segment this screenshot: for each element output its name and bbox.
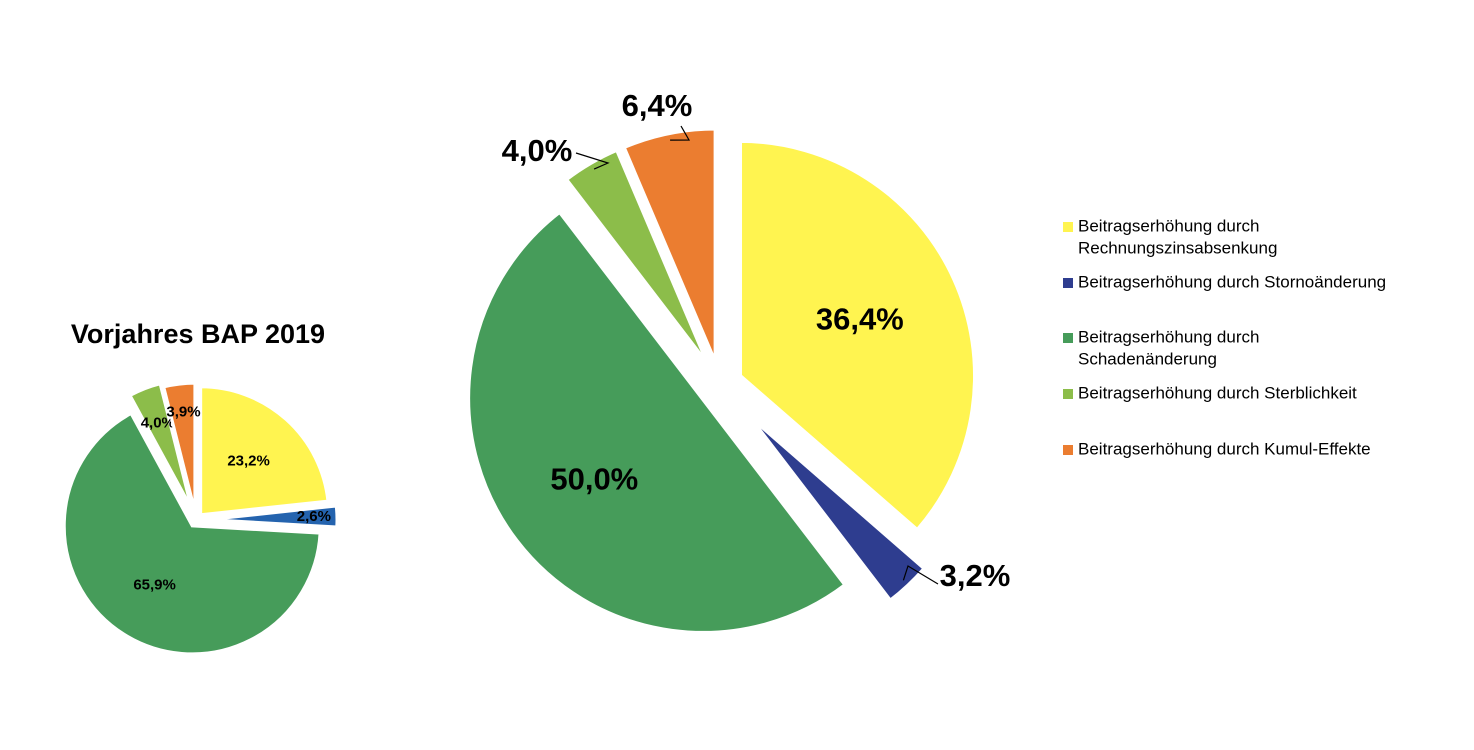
pie1-slice-sterblichkeit xyxy=(563,147,711,368)
pie0-data-label-sterblichkeit: 4,0% xyxy=(141,415,175,432)
pie0-data-label-rechnungszinsabsenkung: 23,2% xyxy=(227,452,270,469)
small-pie-chart: 23,2% 2,6% 65,9% 4,0%3,9% xyxy=(62,381,339,656)
legend-label-stornoaenderung-line1: Beitragserhöhung durch Stornoänderung xyxy=(1078,272,1386,291)
legend-swatch-schadenaenderung xyxy=(1063,333,1073,343)
pie1-data-label-kumul-effekte: 6,4% xyxy=(622,88,693,123)
small-pie-title: Vorjahres BAP 2019 xyxy=(71,319,325,349)
legend-item-sterblichkeit: Beitragserhöhung durch Sterblichkeit xyxy=(1063,383,1357,402)
pie1-slice-schadenaenderung xyxy=(466,208,849,635)
pie0-slice-kumul-effekte xyxy=(161,381,197,512)
legend-swatch-rechnungszinsabsenkung xyxy=(1063,222,1073,232)
pie0-slice-stornoaenderung xyxy=(208,504,339,529)
legend-label-schadenaenderung-line1: Beitragserhöhung durch xyxy=(1078,327,1259,346)
legend-swatch-kumul-effekte xyxy=(1063,445,1073,455)
pie1-data-label-rechnungszinsabsenkung: 36,4% xyxy=(816,302,904,337)
legend-item-schadenaenderung: Beitragserhöhung durch Schadenänderung xyxy=(1063,327,1259,368)
legend-label-sterblichkeit-line1: Beitragserhöhung durch Sterblichkeit xyxy=(1078,383,1357,402)
pie1-slice-kumul-effekte xyxy=(621,126,718,365)
pie1-data-label-stornoaenderung: 3,2% xyxy=(940,558,1011,593)
pie1-leader-line-stornoaenderung xyxy=(902,565,939,585)
legend-swatch-stornoaenderung xyxy=(1063,278,1073,288)
pie0-data-label-schadenaenderung: 65,9% xyxy=(133,576,176,593)
big-pie-chart: 36,4% 3,2% 50,0% 4,0% 6,4% xyxy=(466,88,1011,635)
legend-item-rechnungszinsabsenkung: Beitragserhöhung durch Rechnungszinsabsen… xyxy=(1063,216,1277,257)
pie1-slice-stornoaenderung xyxy=(745,412,928,604)
pie0-slice-schadenaenderung xyxy=(62,411,322,656)
pie1-data-label-schadenaenderung: 50,0% xyxy=(550,461,638,496)
legend-label-rechnungszinsabsenkung-line2: Rechnungszinsabsenkung xyxy=(1078,238,1277,257)
pie0-slice-sterblichkeit xyxy=(128,381,193,509)
legend-swatch-sterblichkeit xyxy=(1063,389,1073,399)
pie1-leader-line-sterblichkeit xyxy=(575,152,610,170)
pie1-leader-line-kumul-effekte xyxy=(670,125,691,141)
legend-label-rechnungszinsabsenkung-line1: Beitragserhöhung durch xyxy=(1078,216,1259,235)
pie0-data-label-stornoaenderung: 2,6% xyxy=(297,508,331,525)
legend-label-schadenaenderung-line2: Schadenänderung xyxy=(1078,349,1217,368)
legend-item-stornoaenderung: Beitragserhöhung durch Stornoänderung xyxy=(1063,272,1386,291)
legend-label-kumul-effekte-line1: Beitragserhöhung durch Kumul-Effekte xyxy=(1078,439,1371,458)
pie1-data-label-sterblichkeit: 4,0% xyxy=(502,133,573,168)
legend: Beitragserhöhung durch Rechnungszinsabsen… xyxy=(1063,216,1386,458)
pie0-data-label-kumul-effekte: 3,9% xyxy=(166,404,200,421)
pie0-slice-rechnungszinsabsenkung xyxy=(199,385,330,517)
legend-item-kumul-effekte: Beitragserhöhung durch Kumul-Effekte xyxy=(1063,439,1371,458)
pie1-slice-rechnungszinsabsenkung xyxy=(738,138,977,534)
